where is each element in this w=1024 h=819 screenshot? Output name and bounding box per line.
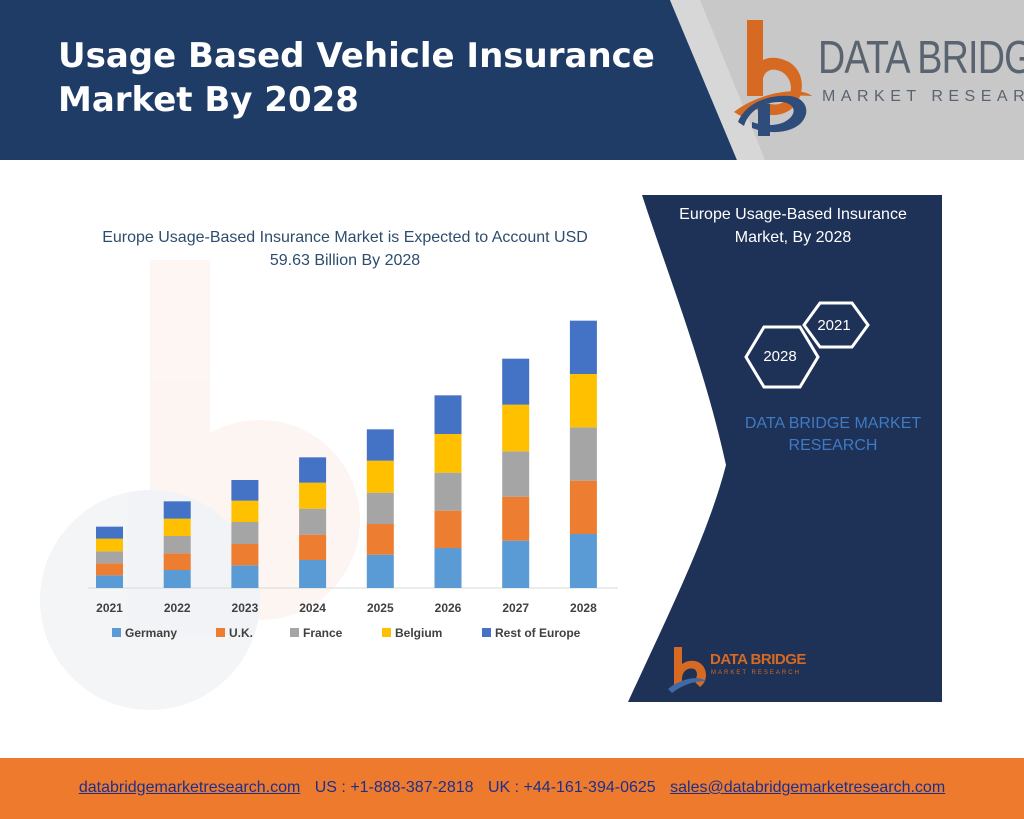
bar-segment-2028-1 (569, 480, 597, 534)
side-watermark-line-2: RESEARCH (788, 437, 878, 454)
footer-us-phone: US : +1-888-387-2818 (314, 779, 474, 796)
bar-segment-2027-4 (502, 358, 530, 405)
x-tick-label: 2022 (164, 601, 191, 615)
bar-segment-2024-4 (299, 457, 327, 483)
side-title-line-1: Europe Usage-Based Insurance (679, 206, 907, 223)
bar-segment-2026-2 (434, 472, 462, 511)
header-navy-area (0, 0, 737, 160)
bar-segment-2022-2 (163, 536, 191, 554)
x-tick-label: 2026 (435, 601, 462, 615)
bar-segment-2024-2 (299, 508, 327, 535)
x-tick-label: 2024 (299, 601, 326, 615)
bar-segment-2024-1 (299, 534, 327, 560)
side-logo-brand-name: DATA BRIDGE (710, 651, 806, 668)
legend-label: Rest of Europe (495, 626, 581, 640)
bar-segment-2028-3 (569, 374, 597, 428)
bar-segment-2028-4 (569, 320, 597, 374)
legend-label: Belgium (395, 626, 442, 640)
bar-segment-2023-0 (231, 565, 259, 588)
hexagon-2021 (802, 301, 870, 349)
bar-segment-2023-2 (231, 522, 259, 544)
bar-segment-2025-0 (366, 554, 394, 588)
side-panel-watermark-text: DATA BRIDGE MARKET RESEARCH (728, 413, 938, 457)
side-logo-icon (668, 647, 706, 693)
bar-segment-2021-4 (96, 526, 123, 539)
logo-brand-tagline: MARKET RESEARCH (822, 88, 1024, 105)
title-line-1: Usage Based Vehicle Insurance (58, 36, 655, 76)
hexagon-2028 (744, 325, 820, 389)
x-tick-label: 2021 (96, 601, 123, 615)
side-watermark-line-1: DATA BRIDGE MARKET (744, 415, 922, 432)
bar-segment-2025-2 (366, 492, 394, 524)
side-logo-tagline: MARKET RESEARCH (711, 670, 801, 676)
chart-legend: Germany U.K. France Belgium Rest of Europe (112, 626, 581, 640)
legend-swatch (482, 628, 491, 637)
bar-segment-2022-1 (163, 553, 191, 570)
footer-uk-phone: UK : +44-161-394-0625 (487, 779, 656, 796)
bar-segment-2025-3 (366, 460, 394, 493)
legend-swatch (112, 628, 121, 637)
bar-segment-2022-0 (163, 570, 191, 588)
bar-segment-2026-1 (434, 510, 462, 548)
bar-segment-2026-3 (434, 434, 462, 473)
bar-segment-2023-4 (231, 480, 259, 501)
bar-segment-2027-3 (502, 404, 530, 452)
bar-segment-2021-3 (96, 538, 123, 552)
bars-group (96, 320, 597, 588)
title-line-2: Market By 2028 (58, 80, 359, 120)
footer-email-link[interactable]: sales@databridgemarketresearch.com (670, 779, 946, 796)
header-banner: Usage Based Vehicle Insurance Market By 2… (0, 0, 1024, 160)
side-info-panel: Europe Usage-Based Insurance Market, By 2… (628, 195, 942, 702)
bar-segment-2024-3 (299, 482, 327, 509)
side-title-line-2: Market, By 2028 (734, 229, 852, 246)
legend-swatch (216, 628, 225, 637)
side-panel-background (628, 195, 942, 702)
bar-segment-2022-4 (163, 501, 191, 519)
bar-segment-2023-1 (231, 544, 259, 566)
bar-segment-2021-0 (96, 575, 123, 588)
bar-segment-2026-4 (434, 395, 462, 434)
chart-title: Europe Usage-Based Insurance Market is E… (102, 229, 588, 269)
bar-segment-2021-2 (96, 551, 123, 564)
legend-label: Germany (125, 626, 177, 640)
x-tick-label: 2028 (570, 601, 597, 615)
legend-label: France (303, 626, 343, 640)
footer-bar: databridgemarketresearch.com US : +1-888… (0, 758, 1024, 819)
footer-website-link[interactable]: databridgemarketresearch.com (78, 779, 301, 796)
bar-segment-2027-2 (502, 451, 530, 497)
bar-segment-2028-2 (569, 427, 597, 481)
bar-segment-2026-0 (434, 548, 462, 588)
data-bridge-logo-icon (734, 20, 812, 136)
legend-label: U.K. (229, 626, 253, 640)
page-title: Usage Based Vehicle Insurance Market By 2… (58, 34, 658, 122)
header-background (0, 0, 1024, 160)
side-panel-shape (628, 195, 942, 702)
hex-label-2021: 2021 (817, 317, 851, 334)
logo-brand-name: DATA BRIDGE (818, 31, 1024, 83)
x-tick-label: 2023 (232, 601, 259, 615)
bar-segment-2022-3 (163, 518, 191, 536)
bar-segment-2024-0 (299, 560, 327, 588)
legend-swatch (382, 628, 391, 637)
side-panel-title: Europe Usage-Based Insurance Market, By 2… (658, 203, 928, 249)
chart-container: 2021 2022 2023 2024 2025 2026 2027 2028 Germany… (30, 180, 640, 720)
footer-contacts: databridgemarketresearch.com US : +1-888… (0, 779, 1024, 797)
x-tick-label: 2027 (502, 601, 529, 615)
bar-segment-2028-0 (569, 534, 597, 588)
bar-segment-2027-1 (502, 496, 530, 541)
x-tick-labels: 2021 2022 2023 2024 2025 2026 2027 2028 (96, 601, 597, 615)
stacked-bar-chart: 2021 2022 2023 2024 2025 2026 2027 2028 Germany… (40, 260, 618, 710)
bar-segment-2027-0 (502, 540, 530, 588)
legend-swatch (290, 628, 299, 637)
bar-segment-2025-4 (366, 429, 394, 461)
bar-segment-2021-1 (96, 563, 123, 576)
bar-segment-2025-1 (366, 524, 394, 555)
bar-segment-2023-3 (231, 500, 259, 522)
hex-label-2028: 2028 (763, 348, 797, 365)
x-tick-label: 2025 (367, 601, 394, 615)
